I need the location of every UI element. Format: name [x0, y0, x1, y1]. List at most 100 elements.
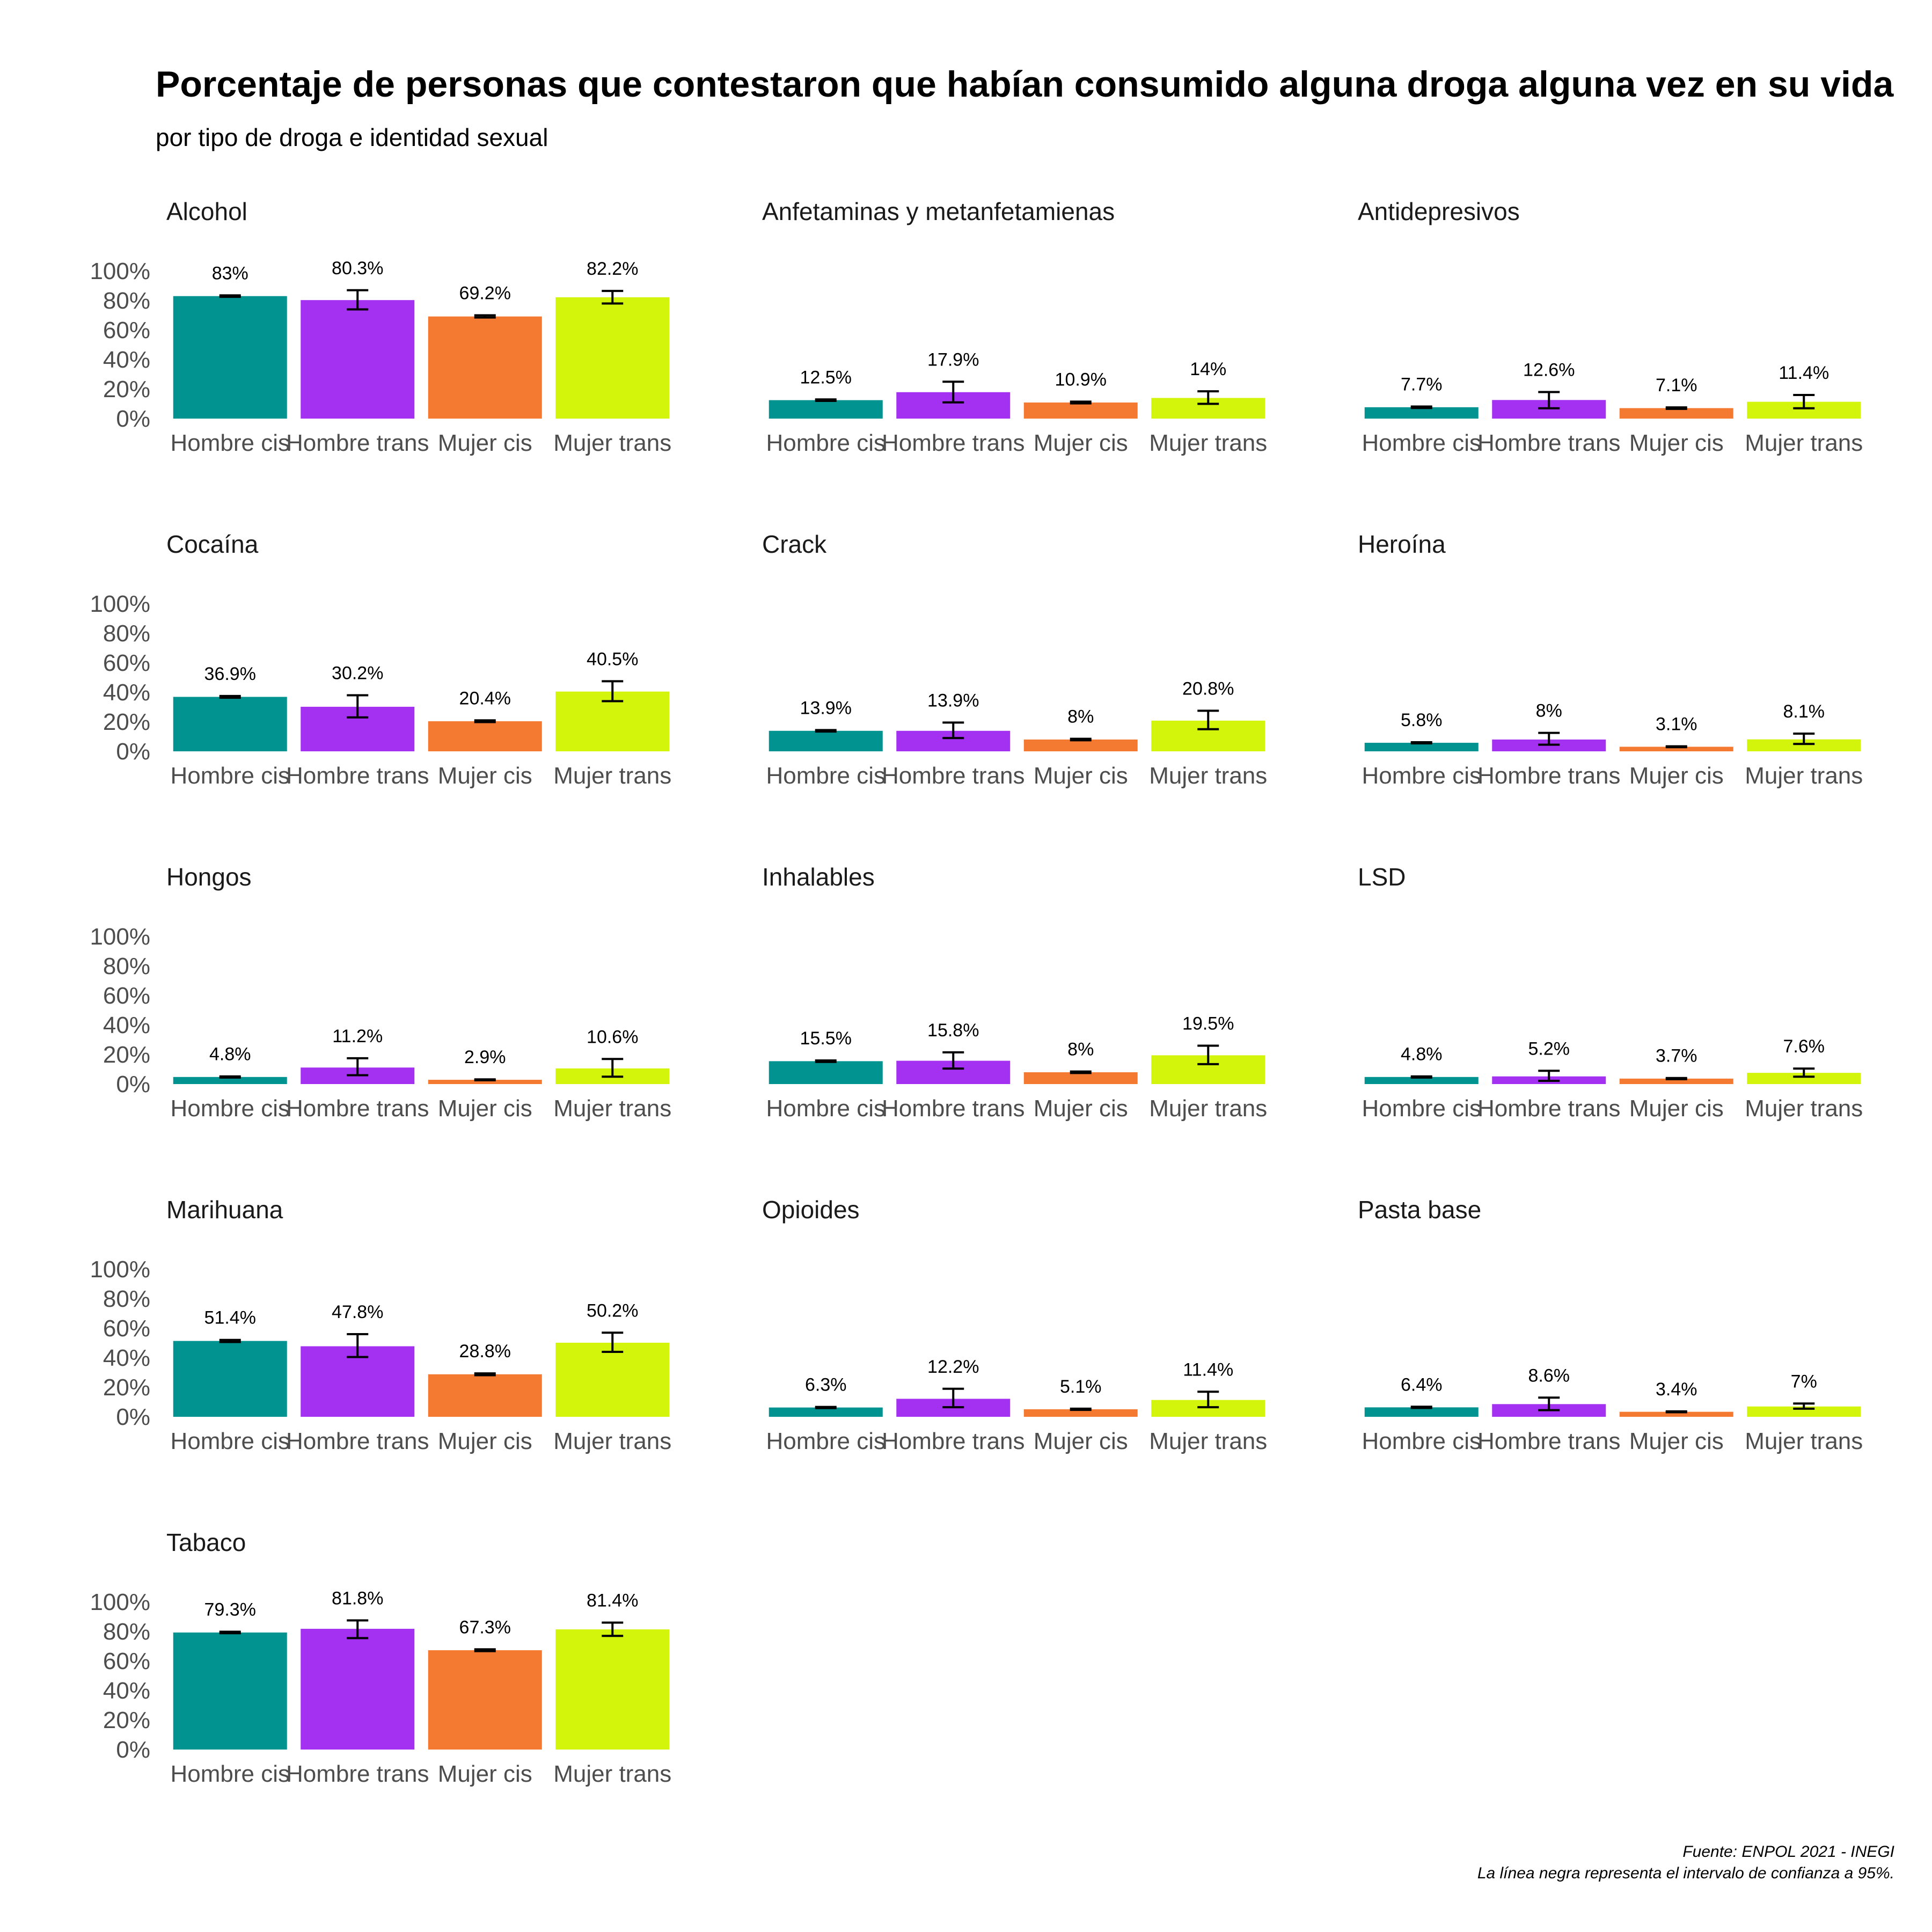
error-bar — [602, 290, 624, 305]
error-bar — [942, 1387, 964, 1409]
error-bar — [219, 1338, 241, 1343]
panel-title: Crack — [762, 530, 827, 558]
bar — [428, 721, 542, 751]
error-bar — [1793, 394, 1815, 409]
bar — [1747, 1073, 1861, 1084]
x-category-label: Hombre cis — [171, 1095, 290, 1122]
y-tick-label: 80% — [103, 288, 150, 314]
y-tick-label: 40% — [103, 347, 150, 373]
error-bar — [219, 694, 241, 699]
x-category-label: Mujer cis — [438, 763, 532, 789]
bar — [769, 1061, 883, 1084]
bar — [173, 697, 287, 751]
data-label: 36.9% — [204, 664, 256, 684]
bar — [1023, 402, 1138, 419]
data-label: 4.8% — [209, 1044, 251, 1065]
data-label: 19.5% — [1182, 1014, 1234, 1034]
x-category-label: Hombre cis — [766, 763, 886, 789]
panel-title: Marihuana — [166, 1196, 283, 1224]
panel-7: Inhalables 15.5% Hombre cis 15.8% Hombre tra… — [762, 863, 1267, 1122]
data-label: 17.9% — [927, 349, 979, 370]
error-bar — [1197, 709, 1219, 730]
data-label: 12.2% — [927, 1357, 979, 1377]
y-tick-label: 60% — [103, 317, 150, 343]
y-tick-label: 40% — [103, 679, 150, 706]
bar — [1747, 1406, 1861, 1417]
x-category-label: Hombre cis — [1362, 430, 1482, 456]
x-category-label: Mujer trans — [1149, 763, 1267, 789]
error-bar — [219, 294, 241, 298]
data-label: 79.3% — [204, 1600, 256, 1620]
y-tick-label: 0% — [116, 1071, 150, 1097]
bar — [1747, 739, 1861, 751]
error-bar — [815, 729, 837, 733]
data-label: 3.7% — [1656, 1046, 1697, 1066]
x-category-label: Hombre trans — [882, 1428, 1025, 1454]
data-label: 13.9% — [800, 698, 852, 718]
data-label: 81.4% — [587, 1591, 638, 1611]
bar — [769, 730, 883, 751]
panel-title: Alcohol — [166, 197, 247, 225]
y-tick-label: 20% — [103, 1707, 150, 1733]
panel-title: Tabaco — [166, 1528, 246, 1556]
data-label: 7.1% — [1656, 375, 1697, 396]
data-label: 11.4% — [1779, 363, 1829, 383]
data-label: 7.7% — [1401, 374, 1443, 394]
bar — [1619, 1078, 1733, 1084]
x-category-label: Mujer cis — [1629, 1095, 1724, 1122]
data-label: 47.8% — [332, 1302, 383, 1322]
error-bar — [474, 1078, 496, 1081]
x-category-label: Hombre trans — [286, 1095, 429, 1122]
y-tick-label: 80% — [103, 953, 150, 979]
caption-source: Fuente: ENPOL 2021 - INEGI — [1682, 1843, 1894, 1861]
error-bar — [1538, 1396, 1560, 1411]
y-tick-label: 40% — [103, 1345, 150, 1371]
error-bar — [942, 1051, 964, 1070]
bar — [1023, 740, 1138, 751]
bar — [1023, 1072, 1138, 1084]
error-bar — [1197, 390, 1219, 405]
bar — [1364, 1077, 1479, 1084]
error-bar — [602, 1621, 624, 1637]
error-bar — [1410, 1406, 1432, 1409]
bar — [1023, 1409, 1138, 1417]
x-category-label: Hombre cis — [1362, 1428, 1482, 1454]
panel-title: Anfetaminas y metanfetamienas — [762, 197, 1115, 225]
error-bar — [347, 1619, 369, 1640]
error-bar — [815, 398, 837, 402]
error-bar — [1665, 1077, 1687, 1080]
error-bar — [942, 721, 964, 740]
error-bar — [1538, 731, 1560, 746]
data-label: 2.9% — [464, 1047, 506, 1067]
data-label: 82.2% — [587, 259, 638, 279]
data-label: 15.8% — [927, 1020, 979, 1041]
y-tick-label: 60% — [103, 1315, 150, 1342]
y-tick-label: 0% — [116, 406, 150, 432]
panel-9: Marihuana 0% 20% 40% 60% 80% 100% 51.4% Hombre c… — [90, 1196, 671, 1454]
data-label: 4.8% — [1401, 1044, 1443, 1065]
data-label: 5.1% — [1060, 1377, 1102, 1397]
data-label: 14% — [1190, 359, 1226, 379]
data-label: 8.6% — [1528, 1365, 1570, 1386]
error-bar — [1410, 405, 1432, 409]
x-category-label: Hombre cis — [1362, 763, 1482, 789]
x-category-label: Hombre cis — [766, 430, 886, 456]
data-label: 20.8% — [1182, 678, 1234, 699]
data-label: 11.4% — [1183, 1359, 1233, 1380]
error-bar — [1070, 1070, 1092, 1074]
error-bar — [1070, 400, 1092, 405]
y-tick-label: 80% — [103, 620, 150, 647]
x-category-label: Hombre trans — [882, 1095, 1025, 1122]
error-bar — [1410, 1075, 1432, 1079]
y-tick-label: 20% — [103, 1374, 150, 1401]
panel-title: Heroína — [1358, 530, 1446, 558]
data-label: 13.9% — [927, 690, 979, 711]
error-bar — [602, 1058, 624, 1078]
y-tick-label: 20% — [103, 709, 150, 735]
x-category-label: Hombre cis — [171, 763, 290, 789]
x-category-label: Hombre trans — [882, 430, 1025, 456]
error-bar — [1665, 1410, 1687, 1414]
x-category-label: Mujer cis — [438, 430, 532, 456]
error-bar — [942, 380, 964, 404]
